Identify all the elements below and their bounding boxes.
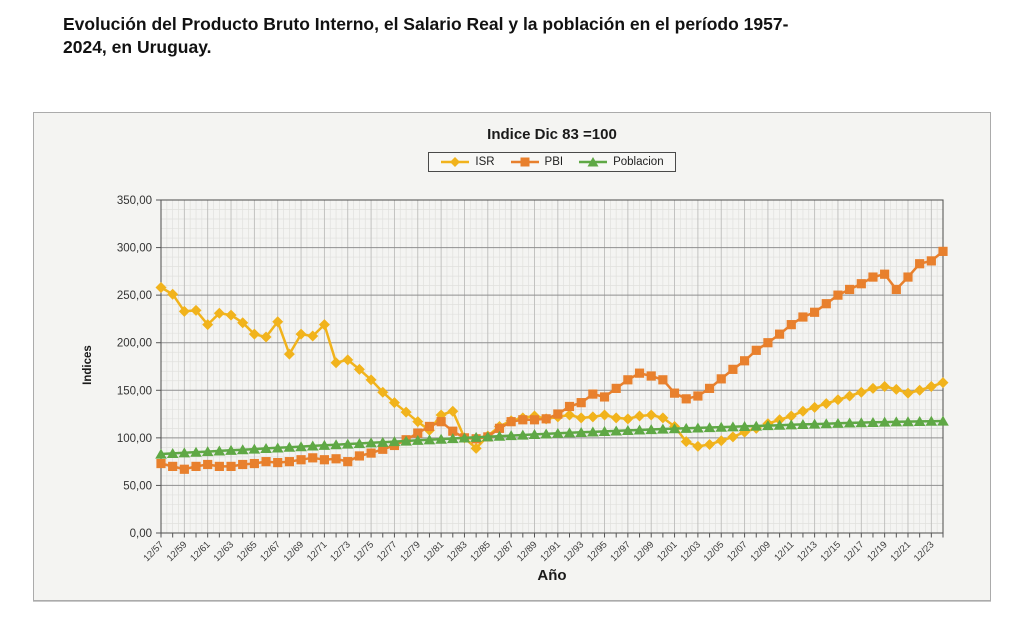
svg-text:12/05: 12/05 [702, 539, 727, 564]
svg-text:12/09: 12/09 [748, 539, 773, 564]
isr-marker-icon [441, 157, 470, 167]
svg-text:12/61: 12/61 [188, 539, 213, 564]
svg-text:12/65: 12/65 [235, 539, 260, 564]
svg-text:12/81: 12/81 [422, 539, 447, 564]
svg-text:12/97: 12/97 [608, 539, 633, 564]
svg-text:12/19: 12/19 [865, 539, 890, 564]
svg-text:12/15: 12/15 [818, 539, 843, 564]
svg-text:12/23: 12/23 [912, 539, 937, 564]
x-axis-title: Año [537, 567, 567, 584]
svg-text:12/77: 12/77 [375, 539, 400, 564]
svg-text:12/67: 12/67 [258, 539, 283, 564]
legend-label-pbi: PBI [544, 156, 564, 168]
y-axis-title: Indices [82, 345, 94, 385]
svg-text:12/89: 12/89 [515, 539, 540, 564]
chart-panel: 12/57 12/59 12/61 12/63 12/65 12/67 12/69 12/71… [33, 112, 991, 601]
svg-text:12/13: 12/13 [795, 539, 820, 564]
svg-text:12/87: 12/87 [492, 539, 517, 564]
svg-text:12/21: 12/21 [889, 539, 914, 564]
svg-text:12/83: 12/83 [445, 539, 470, 564]
svg-text:12/73: 12/73 [328, 539, 353, 564]
chart-legend: ISR PBI Poblacion [428, 152, 676, 172]
page-title: Evolución del Producto Bruto Interno, el… [63, 13, 993, 59]
svg-text:12/07: 12/07 [725, 539, 750, 564]
legend-label-isr: ISR [475, 156, 495, 168]
legend-item-pbi: PBI [510, 156, 564, 168]
svg-text:350,00: 350,00 [117, 195, 152, 207]
legend-label-poblacion: Poblacion [613, 156, 664, 168]
svg-text:12/11: 12/11 [772, 539, 796, 563]
chart-title: Indice Dic 83 =100 [487, 126, 617, 143]
svg-text:0,00: 0,00 [130, 528, 152, 540]
svg-text:12/59: 12/59 [165, 539, 190, 564]
svg-text:150,00: 150,00 [117, 385, 152, 397]
page-title-line1: Evolución del Producto Bruto Interno, el… [63, 14, 789, 34]
svg-text:12/85: 12/85 [468, 539, 493, 564]
svg-text:12/75: 12/75 [352, 539, 377, 564]
svg-text:12/03: 12/03 [678, 539, 703, 564]
svg-text:100,00: 100,00 [117, 433, 152, 445]
svg-text:12/99: 12/99 [632, 539, 657, 564]
svg-text:200,00: 200,00 [117, 338, 152, 350]
legend-item-poblacion: Poblacion [578, 156, 664, 168]
pbi-marker-icon [510, 157, 539, 167]
svg-text:250,00: 250,00 [117, 290, 152, 302]
svg-text:12/69: 12/69 [282, 539, 307, 564]
svg-text:12/57: 12/57 [142, 539, 167, 564]
svg-text:12/01: 12/01 [655, 539, 680, 564]
legend-item-isr: ISR [440, 156, 495, 168]
chart-plot: 12/5712/5912/6112/6312/6512/6712/6912/71… [117, 195, 949, 564]
svg-text:12/63: 12/63 [212, 539, 237, 564]
svg-text:50,00: 50,00 [123, 480, 152, 492]
page-title-line2: 2024, en Uruguay. [63, 36, 212, 57]
legend-row: ISR PBI Poblacion [161, 152, 943, 172]
svg-text:12/79: 12/79 [398, 539, 423, 564]
svg-text:12/93: 12/93 [562, 539, 587, 564]
svg-text:12/17: 12/17 [842, 539, 867, 564]
svg-text:12/71: 12/71 [305, 539, 330, 564]
svg-text:12/95: 12/95 [585, 539, 610, 564]
poblacion-marker-icon [579, 157, 608, 167]
svg-text:12/91: 12/91 [538, 539, 563, 564]
svg-text:300,00: 300,00 [117, 243, 152, 255]
